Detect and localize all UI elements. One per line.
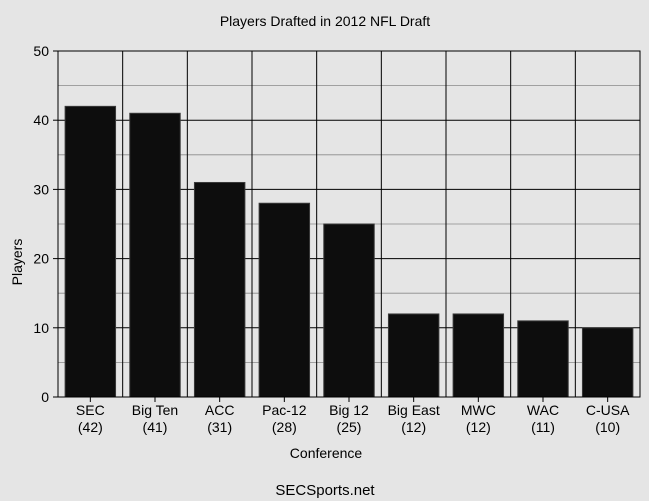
bar-mwc (452, 313, 505, 398)
bar-pac-12 (258, 202, 311, 398)
x-tick-count-label: (41) (143, 419, 168, 435)
bar-sec (64, 105, 117, 398)
x-tick-label: ACC (205, 402, 235, 418)
x-tick-count-label: (12) (401, 419, 426, 435)
y-tick-label: 30 (33, 181, 49, 197)
x-tick-count-label: (25) (337, 419, 362, 435)
x-tick-label: Pac-12 (262, 402, 307, 418)
x-tick-label: Big Ten (132, 402, 178, 418)
y-tick-label: 0 (41, 389, 49, 405)
x-axis-label: Conference (290, 445, 363, 461)
x-tick-label: Big 12 (329, 402, 369, 418)
bar-acc (193, 181, 246, 398)
x-tick-label: C-USA (586, 402, 630, 418)
credit-text: SECSports.net (275, 482, 375, 499)
x-tick-count-label: (42) (78, 419, 103, 435)
bar-big-12 (323, 223, 375, 398)
chart-title: Players Drafted in 2012 NFL Draft (220, 13, 430, 29)
x-tick-count-label: (11) (531, 419, 555, 435)
y-axis-ticks: 0 10 20 30 40 50 (33, 43, 58, 405)
x-tick-label: WAC (527, 402, 559, 418)
x-axis-ticks: SEC(42) Big Ten(41) ACC(31) Pac-12(28) Big 1… (76, 397, 630, 435)
y-tick-label: 10 (33, 320, 49, 336)
x-tick-count-label: (10) (595, 419, 620, 435)
y-tick-label: 20 (33, 251, 49, 267)
y-tick-label: 40 (33, 112, 49, 128)
x-tick-count-label: (31) (207, 419, 232, 435)
plot-frame (57, 50, 641, 398)
bar-c-usa (581, 327, 634, 398)
y-tick-label: 50 (33, 43, 49, 59)
x-tick-label: MWC (461, 402, 496, 418)
x-tick-count-label: (12) (466, 419, 491, 435)
bars (64, 105, 634, 398)
bar-big-east (387, 313, 440, 398)
y-axis-label: Players (9, 239, 25, 286)
x-tick-count-label: (28) (272, 419, 297, 435)
x-tick-label: SEC (76, 402, 105, 418)
x-tick-label: Big East (388, 402, 440, 418)
bar-big-ten (129, 112, 181, 398)
bar-wac (517, 320, 569, 398)
